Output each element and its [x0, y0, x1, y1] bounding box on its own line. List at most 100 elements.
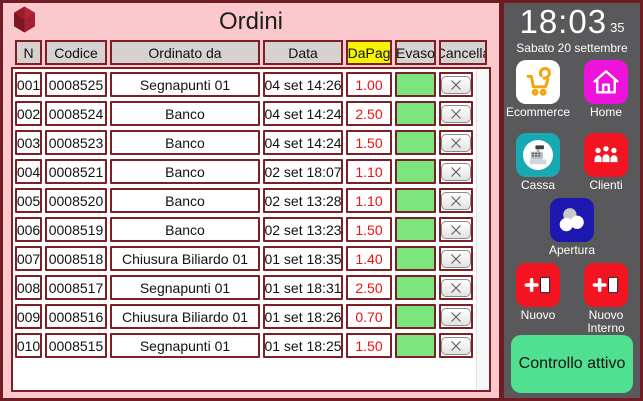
cell-dapag-amount: 1.40 [346, 246, 392, 271]
cell-codice: 0008521 [45, 159, 107, 184]
sidebar: 18:03 35 Sabato 20 settembre Ecommerce [499, 3, 640, 398]
cell-codice: 0008523 [45, 130, 107, 155]
cell-cancella [439, 72, 473, 97]
evaso-status-toggle[interactable] [395, 72, 436, 97]
table-row: 009 0008516 Chiusura Biliardo 01 01 set … [15, 304, 473, 329]
evaso-status-toggle[interactable] [395, 246, 436, 271]
header-dapag: DaPag [346, 40, 392, 65]
x-icon [451, 195, 461, 206]
clock: 18:03 35 [519, 5, 624, 38]
cell-data: 02 set 18:07 [263, 159, 343, 184]
gem-logo-icon [14, 6, 35, 33]
sidebar-item-apertura[interactable]: Apertura [504, 198, 640, 257]
table-row: 007 0008518 Chiusura Biliardo 01 01 set … [15, 246, 473, 271]
cell-dapag-amount: 1.00 [346, 72, 392, 97]
cell-dapag-amount: 0.70 [346, 304, 392, 329]
cell-dapag-amount: 1.10 [346, 188, 392, 213]
x-icon [451, 108, 461, 119]
sidebar-item-ecommerce[interactable]: Ecommerce [504, 60, 572, 119]
cell-ordinato-da: Banco [110, 217, 260, 242]
cancel-order-button[interactable] [441, 133, 471, 152]
cell-data: 02 set 13:23 [263, 217, 343, 242]
sidebar-item-nuovo[interactable]: Nuovo [504, 263, 572, 335]
controllo-attivo-button[interactable]: Controllo attivo [511, 335, 633, 393]
cell-cancella [439, 101, 473, 126]
cell-ordinato-da: Banco [110, 130, 260, 155]
cancel-order-button[interactable] [441, 191, 471, 210]
cell-codice: 0008516 [45, 304, 107, 329]
page-title: Ordini [218, 7, 284, 35]
cell-order-number: 004 [15, 159, 42, 184]
table-row: 010 0008515 Segnapunti 01 01 set 18:25 1… [15, 333, 473, 358]
x-icon [451, 282, 461, 293]
header-codice: Codice [45, 40, 107, 65]
sidebar-item-nuovo-interno[interactable]: Nuovo Interno [572, 263, 640, 335]
evaso-status-toggle[interactable] [395, 304, 436, 329]
title-bar: Ordini [3, 3, 499, 40]
evaso-status-toggle[interactable] [395, 159, 436, 184]
cell-data: 04 set 14:24 [263, 130, 343, 155]
cell-ordinato-da: Banco [110, 159, 260, 184]
cell-codice: 0008520 [45, 188, 107, 213]
x-icon [451, 79, 461, 90]
new-order-plus-icon [516, 263, 560, 307]
evaso-status-toggle[interactable] [395, 130, 436, 155]
header-cancella: Cancella [439, 40, 487, 65]
cell-codice: 0008518 [45, 246, 107, 271]
evaso-status-toggle[interactable] [395, 101, 436, 126]
cell-order-number: 006 [15, 217, 42, 242]
table-row: 001 0008525 Segnapunti 01 04 set 14:26 1… [15, 72, 473, 97]
evaso-status-toggle[interactable] [395, 275, 436, 300]
table-row: 004 0008521 Banco 02 set 18:07 1.10 [15, 159, 473, 184]
table-row: 002 0008524 Banco 04 set 14:24 2.50 [15, 101, 473, 126]
cell-order-number: 001 [15, 72, 42, 97]
sidebar-item-home[interactable]: Home [572, 60, 640, 119]
sidebar-item-cassa[interactable]: Cassa [504, 133, 572, 192]
cell-ordinato-da: Segnapunti 01 [110, 333, 260, 358]
cancel-order-button[interactable] [441, 307, 471, 326]
cell-data: 02 set 13:28 [263, 188, 343, 213]
header-ordinato-da: Ordinato da [110, 40, 260, 65]
evaso-status-toggle[interactable] [395, 188, 436, 213]
billiard-balls-icon [550, 198, 594, 242]
cell-data: 04 set 14:24 [263, 101, 343, 126]
cancel-order-button[interactable] [441, 220, 471, 239]
evaso-status-toggle[interactable] [395, 217, 436, 242]
cell-ordinato-da: Chiusura Biliardo 01 [110, 246, 260, 271]
ecommerce-label: Ecommerce [505, 105, 570, 119]
cell-order-number: 009 [15, 304, 42, 329]
cell-cancella [439, 333, 473, 358]
orders-table-body: 001 0008525 Segnapunti 01 04 set 14:26 1… [11, 67, 491, 392]
cell-cancella [439, 188, 473, 213]
x-icon [451, 311, 461, 322]
cell-codice: 0008517 [45, 275, 107, 300]
x-icon [451, 340, 461, 351]
cell-data: 04 set 14:26 [263, 72, 343, 97]
cell-cancella [439, 217, 473, 242]
evaso-status-toggle[interactable] [395, 333, 436, 358]
ecommerce-cart-icon [516, 60, 560, 104]
nuovo-interno-label: Nuovo Interno [587, 308, 625, 335]
sidebar-item-clienti[interactable]: Clienti [572, 133, 640, 192]
cell-codice: 0008524 [45, 101, 107, 126]
table-row: 003 0008523 Banco 04 set 14:24 1.50 [15, 130, 473, 155]
cell-dapag-amount: 2.50 [346, 101, 392, 126]
table-row: 008 0008517 Segnapunti 01 01 set 18:31 2… [15, 275, 473, 300]
cancel-order-button[interactable] [441, 162, 471, 181]
cell-codice: 0008525 [45, 72, 107, 97]
cancel-order-button[interactable] [441, 104, 471, 123]
orders-main-area: Ordini N Codice Ordinato da Data DaPag E… [3, 3, 499, 398]
cell-codice: 0008515 [45, 333, 107, 358]
cancel-order-button[interactable] [441, 278, 471, 297]
cassa-label: Cassa [520, 178, 555, 192]
cancel-order-button[interactable] [441, 75, 471, 94]
cell-order-number: 005 [15, 188, 42, 213]
header-data: Data [263, 40, 343, 65]
cancel-order-button[interactable] [441, 336, 471, 355]
cancel-order-button[interactable] [441, 249, 471, 268]
cell-cancella [439, 304, 473, 329]
table-scrollbar[interactable] [476, 69, 489, 390]
new-internal-order-plus-icon [584, 263, 628, 307]
table-row: 006 0008519 Banco 02 set 13:23 1.50 [15, 217, 473, 242]
